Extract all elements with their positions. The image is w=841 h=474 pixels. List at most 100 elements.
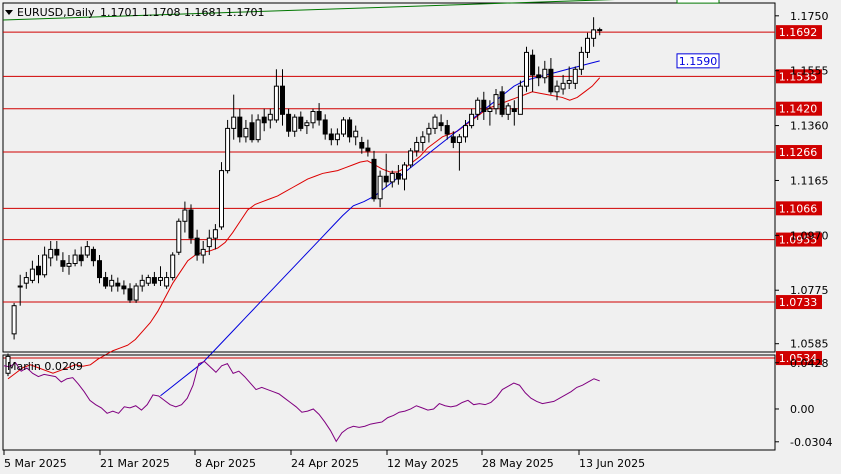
candle-body xyxy=(359,141,365,149)
candle-body xyxy=(103,277,109,287)
time-tick-label: 21 Mar 2025 xyxy=(100,457,170,470)
candle-body xyxy=(139,279,145,287)
level-label-bg xyxy=(776,101,822,116)
oscillator-tick-label: 0.0428 xyxy=(790,357,829,370)
candle-body xyxy=(420,136,426,143)
candle-body xyxy=(585,37,590,53)
candle-body xyxy=(109,279,115,287)
candle-body xyxy=(42,254,48,276)
candle-body xyxy=(158,277,163,281)
candle-body xyxy=(286,113,292,132)
candle-body xyxy=(219,170,224,228)
level-label: 1.1420 xyxy=(779,103,818,116)
candle-body xyxy=(597,29,603,32)
candle-body xyxy=(395,172,401,180)
candle-body xyxy=(273,85,279,121)
candle-body xyxy=(97,260,102,279)
candle-body xyxy=(432,116,438,129)
candle-body xyxy=(54,248,60,256)
candle-body xyxy=(322,119,328,135)
candle-body xyxy=(560,82,566,90)
candle-body xyxy=(505,105,511,115)
level-label-bg xyxy=(776,295,822,310)
candle-body xyxy=(524,51,529,87)
candle-body xyxy=(17,285,23,288)
candle-body xyxy=(249,122,255,141)
candle-body xyxy=(365,147,371,152)
candle-body xyxy=(542,68,548,79)
candle-body xyxy=(5,355,11,374)
candle-body xyxy=(255,119,261,141)
candle-body xyxy=(29,268,35,281)
horizontal-levels xyxy=(3,31,775,359)
candle-body xyxy=(408,150,414,166)
time-tick-label: 8 Apr 2025 xyxy=(195,457,256,470)
candle-body xyxy=(481,99,487,113)
green-trend-line[interactable] xyxy=(2,0,783,21)
price-tick-label: 1.0775 xyxy=(790,284,829,297)
price-tick-label: 1.0585 xyxy=(790,338,829,351)
candle-body xyxy=(66,262,72,267)
level-label: 1.1535 xyxy=(779,70,818,83)
candle-body xyxy=(511,108,517,113)
price-pane-border xyxy=(2,2,776,353)
candle-body xyxy=(475,99,481,115)
level-label: 1.0955 xyxy=(779,234,818,247)
candle-body xyxy=(450,136,456,143)
candle-body xyxy=(334,133,340,141)
candlesticks xyxy=(5,17,603,377)
price-pane[interactable]: 1.1692 1.1535 1.1420 1.1266 1.1066 1.0955 1.07… xyxy=(2,0,822,397)
candle-body xyxy=(572,68,578,84)
level-label: 1.1692 xyxy=(779,26,818,39)
level-label-bg xyxy=(776,25,822,40)
candle-body xyxy=(194,237,200,256)
price-tick-label: 1.1555 xyxy=(790,65,829,78)
candle-body xyxy=(206,237,212,248)
level-label: 1.1266 xyxy=(779,146,818,159)
time-tick-label: 24 Apr 2025 xyxy=(291,457,359,470)
oscillator-pane-border xyxy=(2,354,776,451)
level-label: 1.0733 xyxy=(779,296,818,309)
oscillator-label: Marlin 0.0209 xyxy=(7,360,83,373)
candle-body xyxy=(23,277,29,284)
candle-body xyxy=(591,29,597,39)
oscillator-tick-label: -0.0304 xyxy=(790,436,832,449)
oscillator-axis: 0.0428 0.00 -0.0304 xyxy=(775,357,832,449)
price-tick-label: 1.0970 xyxy=(790,229,829,242)
dropdown-triangle-icon[interactable] xyxy=(5,10,13,15)
candle-body xyxy=(341,119,346,135)
candle-body xyxy=(127,288,133,301)
candle-body xyxy=(36,265,41,276)
candle-body xyxy=(261,116,267,124)
candle-body xyxy=(115,282,121,287)
candle-body xyxy=(48,248,54,259)
candle-body xyxy=(554,85,560,93)
candle-body xyxy=(444,125,450,135)
candle-body xyxy=(438,122,444,127)
candle-body xyxy=(456,136,462,143)
candle-body xyxy=(11,305,17,335)
price-tick-label: 1.1750 xyxy=(790,10,829,23)
candle-body xyxy=(121,285,127,290)
level-label-bg xyxy=(776,351,822,366)
level-label-bg xyxy=(776,69,822,84)
time-axis: 5 Mar 2025 21 Mar 2025 8 Apr 2025 24 Apr 20… xyxy=(3,450,645,470)
trend-price-label: 1.1590 xyxy=(679,55,718,68)
oscillator-pane[interactable]: Marlin 0.0209 xyxy=(2,354,776,451)
price-tick-label: 1.1165 xyxy=(790,174,829,187)
level-label: 1.0534 xyxy=(779,352,818,365)
candle-body xyxy=(530,54,536,76)
candle-body xyxy=(231,116,237,129)
candle-body xyxy=(493,94,499,110)
candle-body xyxy=(414,141,420,152)
ohlc-values: 1.1701 1.1708 1.1681 1.1701 xyxy=(100,6,264,19)
candle-body xyxy=(133,285,139,301)
time-tick-label: 5 Mar 2025 xyxy=(4,457,67,470)
candle-body xyxy=(402,164,407,180)
candle-body xyxy=(78,254,84,262)
price-tick-label: 1.1360 xyxy=(790,120,829,133)
price-axis: 1.1750 1.1555 1.1360 1.1165 1.0970 1.0775 1.05… xyxy=(775,10,829,351)
candle-body xyxy=(84,246,90,256)
symbol-label: EURUSD,Daily xyxy=(17,6,95,19)
